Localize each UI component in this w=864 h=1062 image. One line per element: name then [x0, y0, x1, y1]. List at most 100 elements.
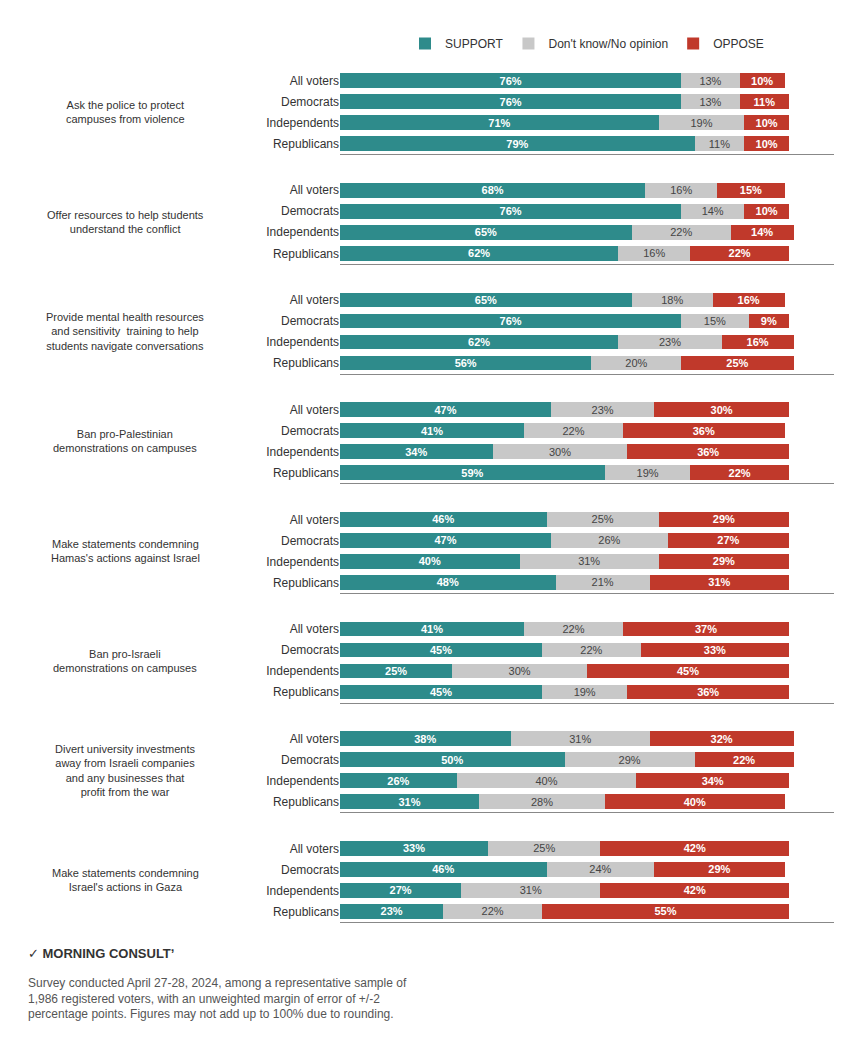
svg-text:16%: 16%	[670, 184, 692, 196]
svg-text:Democrats: Democrats	[281, 534, 339, 548]
svg-text:65%: 65%	[475, 294, 497, 306]
svg-text:23%: 23%	[381, 905, 403, 917]
svg-text:Republicans: Republicans	[273, 905, 339, 919]
svg-text:30%: 30%	[549, 446, 571, 458]
svg-text:29%: 29%	[708, 863, 730, 875]
svg-text:Survey conducted April 27-28,: Survey conducted April 27-28, 2024, amon…	[28, 976, 407, 1021]
svg-text:45%: 45%	[430, 686, 452, 698]
svg-text:22%: 22%	[580, 644, 602, 656]
svg-text:59%: 59%	[461, 467, 483, 479]
svg-text:10%: 10%	[751, 75, 773, 87]
svg-text:28%: 28%	[531, 796, 553, 808]
svg-text:34%: 34%	[405, 446, 427, 458]
svg-text:Make statements condemningHama: Make statements condemningHamas's action…	[51, 538, 200, 564]
svg-text:27%: 27%	[390, 884, 412, 896]
svg-text:56%: 56%	[455, 357, 477, 369]
svg-text:55%: 55%	[654, 905, 676, 917]
svg-text:Ask the police to protectcampu: Ask the police to protectcampuses from v…	[66, 99, 185, 125]
svg-text:Republicans: Republicans	[273, 685, 339, 699]
svg-text:33%: 33%	[403, 842, 425, 854]
svg-text:34%: 34%	[702, 775, 724, 787]
svg-text:10%: 10%	[756, 117, 778, 129]
svg-text:15%: 15%	[740, 184, 762, 196]
svg-text:31%: 31%	[569, 733, 591, 745]
svg-text:36%: 36%	[697, 446, 719, 458]
svg-text:Republicans: Republicans	[273, 795, 339, 809]
svg-text:46%: 46%	[432, 863, 454, 875]
svg-text:40%: 40%	[419, 555, 441, 567]
svg-text:✓ MORNING CONSULTʼ: ✓ MORNING CONSULTʼ	[28, 946, 174, 961]
svg-text:41%: 41%	[421, 623, 443, 635]
svg-text:36%: 36%	[697, 686, 719, 698]
svg-text:22%: 22%	[482, 905, 504, 917]
svg-text:SUPPORT: SUPPORT	[445, 37, 503, 51]
svg-text:40%: 40%	[684, 796, 706, 808]
svg-text:Democrats: Democrats	[281, 863, 339, 877]
svg-text:22%: 22%	[729, 247, 751, 259]
svg-text:26%: 26%	[387, 775, 409, 787]
svg-text:27%: 27%	[717, 534, 739, 546]
svg-text:68%: 68%	[482, 184, 504, 196]
svg-text:Divert university investmentsa: Divert university investmentsaway from I…	[55, 743, 195, 798]
svg-text:All voters: All voters	[290, 293, 339, 307]
svg-text:13%: 13%	[699, 96, 721, 108]
svg-text:79%: 79%	[506, 138, 528, 150]
svg-text:Ban pro-Palestiniandemonstrati: Ban pro-Palestiniandemonstrations on cam…	[53, 428, 197, 454]
svg-text:21%: 21%	[592, 576, 614, 588]
svg-text:OPPOSE: OPPOSE	[713, 37, 764, 51]
svg-text:31%: 31%	[578, 555, 600, 567]
svg-text:9%: 9%	[761, 315, 777, 327]
svg-text:25%: 25%	[592, 513, 614, 525]
svg-text:47%: 47%	[434, 534, 456, 546]
svg-text:Democrats: Democrats	[281, 314, 339, 328]
svg-text:41%: 41%	[421, 425, 443, 437]
svg-text:11%: 11%	[754, 96, 776, 108]
svg-text:47%: 47%	[434, 404, 456, 416]
svg-text:All voters: All voters	[290, 183, 339, 197]
svg-text:16%: 16%	[747, 336, 769, 348]
svg-text:22%: 22%	[562, 623, 584, 635]
svg-text:13%: 13%	[699, 75, 721, 87]
svg-text:15%: 15%	[704, 315, 726, 327]
svg-text:Make statements condemningIsra: Make statements condemningIsrael's actio…	[52, 867, 199, 893]
svg-text:42%: 42%	[684, 884, 706, 896]
svg-text:All voters: All voters	[290, 513, 339, 527]
svg-text:Provide mental health resource: Provide mental health resourcesand sensi…	[46, 311, 204, 352]
svg-text:30%: 30%	[509, 665, 531, 677]
svg-text:11%: 11%	[709, 138, 730, 150]
svg-text:76%: 76%	[500, 75, 522, 87]
svg-text:Republicans: Republicans	[273, 466, 339, 480]
svg-text:Independents: Independents	[266, 774, 339, 788]
svg-text:29%: 29%	[713, 513, 735, 525]
svg-text:Independents: Independents	[266, 884, 339, 898]
svg-text:45%: 45%	[677, 665, 699, 677]
svg-text:Republicans: Republicans	[273, 247, 339, 261]
svg-text:14%: 14%	[702, 205, 724, 217]
svg-text:22%: 22%	[729, 467, 751, 479]
svg-text:33%: 33%	[704, 644, 726, 656]
svg-text:25%: 25%	[726, 357, 748, 369]
svg-text:Independents: Independents	[266, 555, 339, 569]
svg-text:37%: 37%	[695, 623, 717, 635]
svg-text:Democrats: Democrats	[281, 753, 339, 767]
svg-text:Republicans: Republicans	[273, 576, 339, 590]
svg-text:25%: 25%	[533, 842, 555, 854]
svg-text:76%: 76%	[500, 315, 522, 327]
svg-text:45%: 45%	[430, 644, 452, 656]
svg-text:Democrats: Democrats	[281, 95, 339, 109]
svg-text:31%: 31%	[398, 796, 420, 808]
svg-text:All voters: All voters	[290, 403, 339, 417]
svg-text:14%: 14%	[751, 226, 773, 238]
svg-text:29%: 29%	[619, 754, 641, 766]
svg-text:32%: 32%	[711, 733, 733, 745]
svg-text:Offer resources to help studen: Offer resources to help studentsundersta…	[47, 209, 204, 235]
svg-text:Republicans: Republicans	[273, 137, 339, 151]
svg-text:23%: 23%	[592, 404, 614, 416]
svg-text:Democrats: Democrats	[281, 424, 339, 438]
svg-text:26%: 26%	[598, 534, 620, 546]
svg-text:10%: 10%	[756, 138, 778, 150]
svg-text:31%: 31%	[708, 576, 730, 588]
svg-text:18%: 18%	[661, 294, 683, 306]
svg-text:46%: 46%	[432, 513, 454, 525]
svg-text:71%: 71%	[488, 117, 510, 129]
